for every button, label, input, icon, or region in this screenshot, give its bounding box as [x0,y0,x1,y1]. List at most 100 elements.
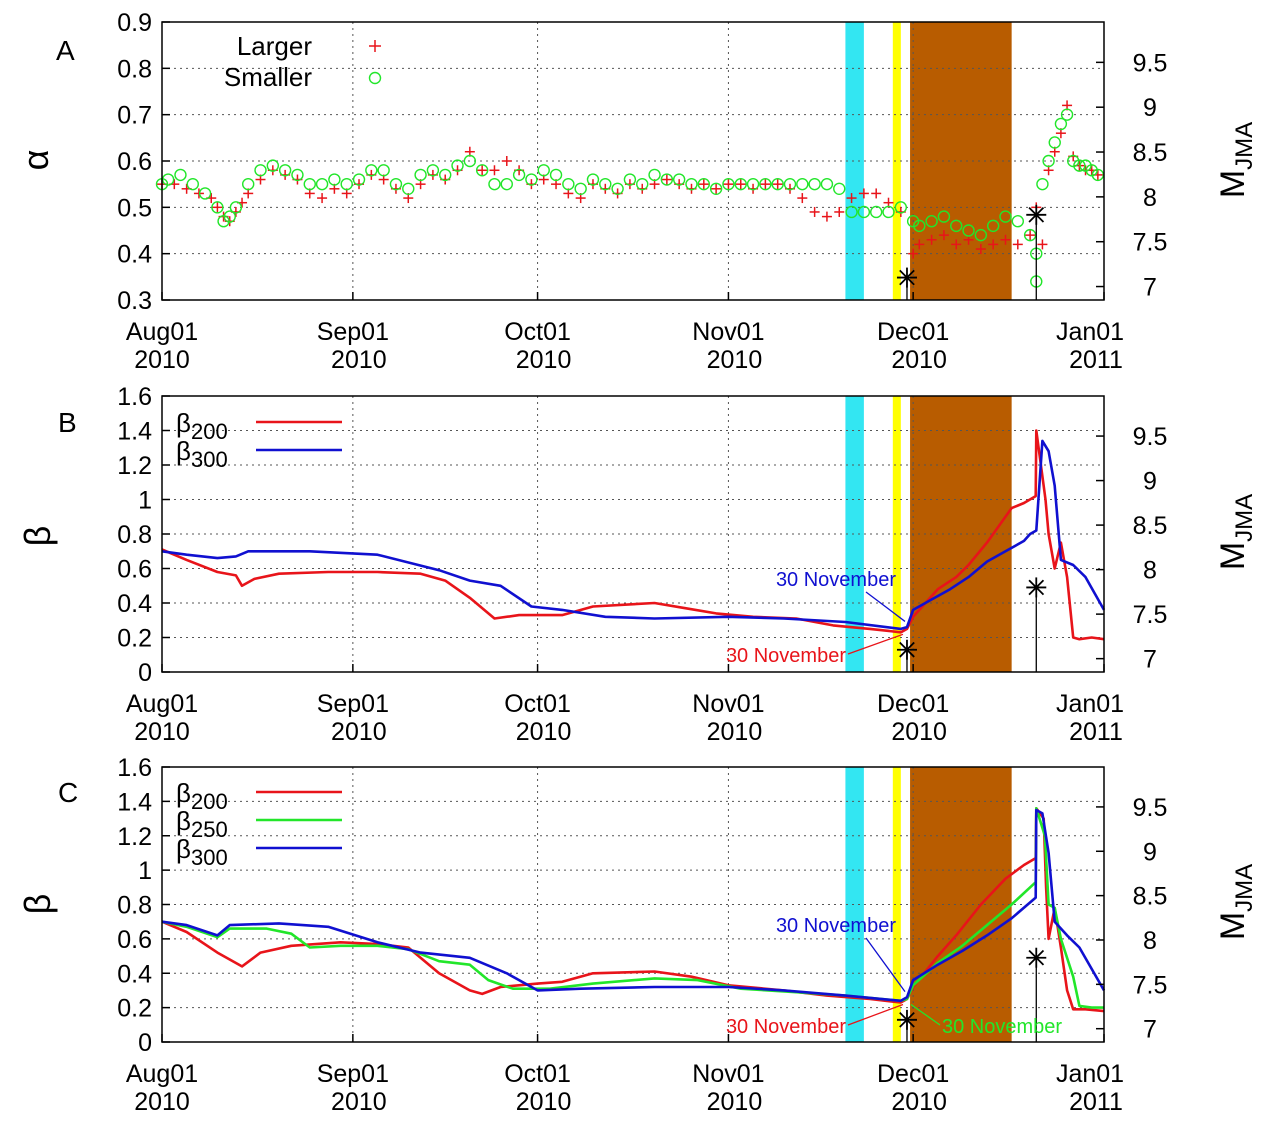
point-smaller [174,168,187,182]
legend-label-beta250: β250 [176,806,228,842]
x-tick-year: 2010 [134,718,190,746]
point-smaller [217,215,230,228]
right-axis-label-main: M [1214,170,1252,198]
event-band-yellow [892,767,901,1042]
point-smaller [1023,228,1037,242]
event-band-cyan [845,396,864,672]
point-larger [1025,230,1036,241]
point-smaller [1011,215,1025,228]
point-smaller [611,182,624,196]
point-smaller [1073,159,1086,172]
legend-sub: 200 [191,419,228,444]
point-smaller [198,187,212,200]
point-smaller [845,205,858,219]
point-smaller [882,205,895,219]
y2-tick-label: 9.5 [1133,423,1168,451]
legend-beta: β [176,806,191,836]
y-tick-label: 0.6 [117,556,152,584]
right-axis-label: MJMA [1214,122,1258,198]
x-tick-year: 2010 [331,346,387,374]
y-tick-label: 1.6 [117,754,152,782]
x-tick-year: 2010 [516,1088,572,1116]
y-tick-label: 0.8 [117,55,152,83]
legend-beta: β [176,436,191,466]
y2-tick-label: 9 [1143,94,1157,122]
point-smaller [697,177,711,191]
point-smaller [636,177,649,191]
x-tick-label: Oct01 [504,690,571,718]
x-tick-label: Dec01 [877,318,949,346]
earthquake-star [1026,204,1047,300]
point-smaller [463,154,477,168]
point-smaller [439,168,452,182]
point-larger [846,193,857,204]
point-larger [938,230,949,241]
legend: β200 β250 β300 [176,778,342,870]
point-larger [926,234,937,245]
point-larger [1037,239,1048,250]
point-larger [489,165,500,176]
point-larger [914,239,925,250]
point-smaller [402,182,415,196]
event-band-yellow [892,396,901,672]
point-larger [797,193,808,204]
point-larger [821,211,832,222]
point-larger [1000,234,1011,245]
point-smaller [746,177,760,191]
point-larger [772,179,783,190]
earthquake-star [896,639,917,672]
legend-label-beta300: β300 [176,436,228,472]
x-tick-year: 2011 [1069,718,1123,746]
series [161,807,1106,1013]
point-larger [723,179,734,190]
legend-marker-smaller [368,71,382,85]
point-smaller [771,177,784,191]
point-smaller [599,177,612,191]
point-larger [501,156,512,166]
x-tick-label: Nov01 [692,690,764,718]
point-smaller [937,210,951,223]
point-smaller [186,177,199,191]
plot-frame [161,21,1105,301]
point-smaller [1048,136,1061,149]
y-tick-label: 1.6 [117,383,152,411]
y-tick-label: 0.4 [117,590,152,618]
point-larger [735,179,746,190]
point-smaller [1079,159,1092,172]
legend-label-beta200: β200 [176,778,228,814]
point-smaller [426,164,440,177]
point-larger [317,193,328,204]
legend-sub: 200 [191,789,228,814]
point-larger [834,206,845,217]
y-tick-label: 0.8 [117,892,152,920]
point-smaller [1054,117,1068,131]
point-larger [871,188,882,199]
point-smaller [303,177,316,191]
x-tick-label: Aug01 [126,318,198,346]
y-tick-label: 1 [138,487,152,515]
x-tick-year: 2010 [331,1088,387,1116]
annotation-label: 30 November [942,1016,1062,1038]
earthquake-star [1026,577,1047,672]
x-tick-label: Oct01 [504,1060,571,1088]
earthquake-star [896,267,917,300]
point-smaller [488,177,501,191]
y-tick-label: 0.8 [117,521,152,549]
annotation-arrow [865,937,906,992]
legend-sub: 250 [191,817,228,842]
y-tick-label: 1.4 [117,788,152,816]
annotation-arrow [910,1003,941,1026]
axes: 0 0.2 0.4 0.6 0.8 1 1.2 1.4 1.6 7 7.5 8 8.5 9 9.5 Aug01… [117,383,1167,746]
right-axis-label: MJMA [1214,494,1258,570]
point-smaller [857,205,871,219]
event-band-cyan [845,22,864,300]
legend-beta: β [176,834,191,864]
y2-tick-label: 9.5 [1133,49,1168,77]
point-smaller [291,168,304,182]
point-smaller [562,177,575,191]
y-tick-label: 0.9 [117,9,152,37]
point-smaller [672,173,686,186]
right-axis-label-main: M [1214,912,1252,940]
point-smaller [913,219,926,233]
right-axis-label: MJMA [1214,864,1258,940]
